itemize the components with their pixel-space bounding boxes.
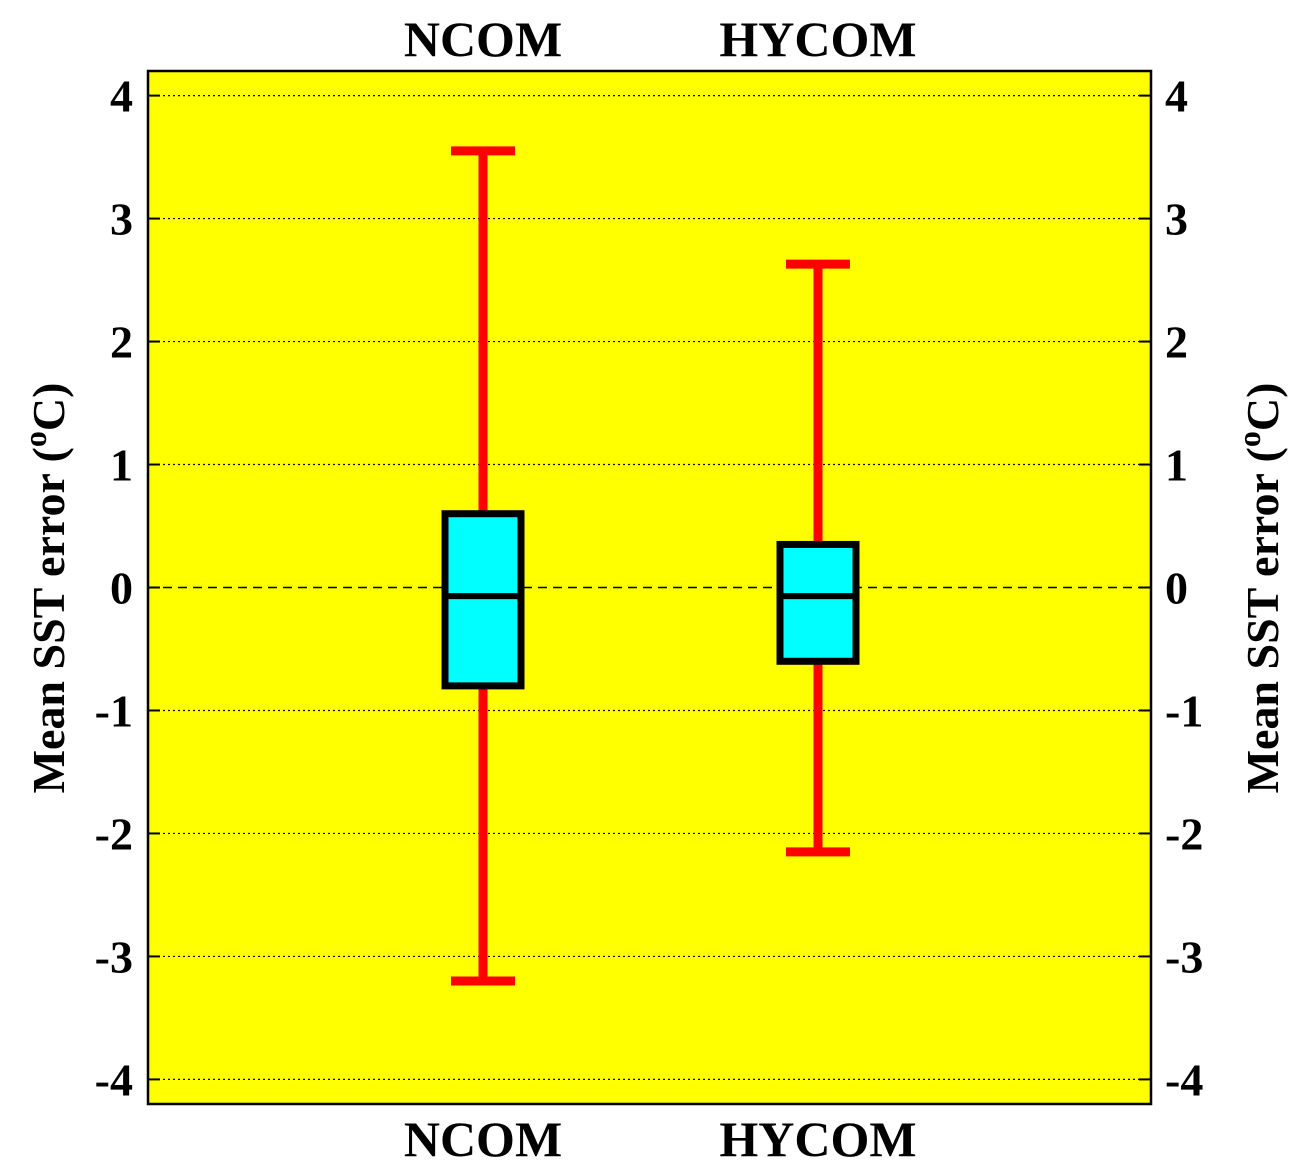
y-tick-label-right: 2 xyxy=(1165,317,1188,368)
category-labels: NCOM NCOM HYCOM HYCOM xyxy=(404,11,917,1160)
tick-marks xyxy=(148,94,1151,1081)
iqr-box xyxy=(776,540,860,665)
category-label-top: HYCOM xyxy=(719,11,916,67)
plot-frame xyxy=(146,69,1153,1106)
y-tick-label-left: -2 xyxy=(95,808,133,859)
y-axis-title-right: Mean SST error (oC) xyxy=(1231,383,1288,794)
category-label-bottom: NCOM xyxy=(404,1111,562,1160)
y-tick-label-left: 1 xyxy=(110,440,133,491)
y-tick-label-left: -1 xyxy=(95,685,133,736)
y-tick-labels-right: -4 -3 -2 -1 0 1 2 3 4 xyxy=(1165,71,1203,1106)
box-ncom xyxy=(441,146,525,986)
y-tick-label-right: -4 xyxy=(1165,1054,1203,1105)
y-tick-label-right: 3 xyxy=(1165,194,1188,245)
iqr-box xyxy=(441,510,525,690)
box-series xyxy=(441,146,860,986)
box-hycom xyxy=(776,259,860,857)
y-tick-label-left: -4 xyxy=(95,1054,133,1105)
category-label-bottom: HYCOM xyxy=(719,1111,916,1160)
y-tick-label-right: 0 xyxy=(1165,563,1188,614)
category-label-top: NCOM xyxy=(404,11,562,67)
y-tick-label-left: 4 xyxy=(110,71,133,122)
y-tick-label-right: 1 xyxy=(1165,440,1188,491)
y-tick-label-right: -2 xyxy=(1165,808,1203,859)
y-tick-labels-left: -4 -3 -2 -1 0 1 2 3 4 xyxy=(95,71,133,1106)
y-tick-label-left: 3 xyxy=(110,194,133,245)
y-axis-title-left: Mean SST error (oC) xyxy=(17,383,74,794)
y-tick-label-right: 4 xyxy=(1165,71,1188,122)
y-tick-label-left: 0 xyxy=(110,563,133,614)
y-tick-label-right: -1 xyxy=(1165,685,1203,736)
y-tick-label-right: -3 xyxy=(1165,931,1203,982)
grid-lines xyxy=(148,94,1151,1081)
y-tick-label-left: 2 xyxy=(110,317,133,368)
y-tick-label-left: -3 xyxy=(95,931,133,982)
